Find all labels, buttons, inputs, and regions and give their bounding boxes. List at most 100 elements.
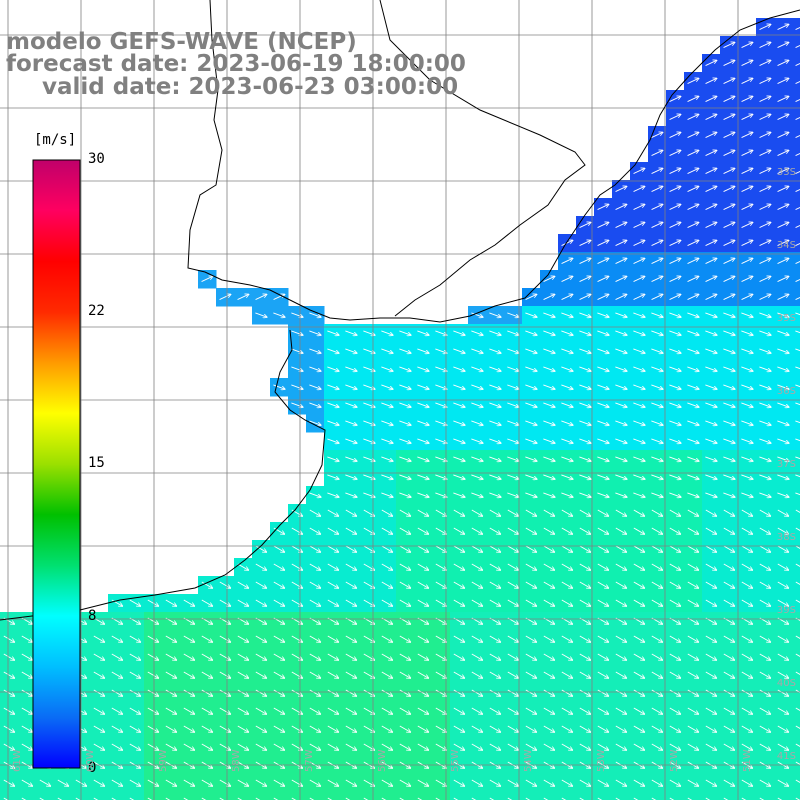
wind-cell (0, 792, 19, 800)
lat-label-39s: 39S (776, 605, 796, 616)
wind-cell (792, 612, 800, 631)
wind-cell (792, 414, 800, 433)
wind-cell (792, 540, 800, 559)
wind-cell (18, 792, 37, 800)
wind-cell (144, 792, 163, 800)
colorbar (32, 159, 81, 769)
lat-label-34s: 34S (776, 240, 796, 251)
colorbar-tick-15: 15 (88, 455, 105, 471)
wind-cell (702, 792, 721, 800)
wind-cell (126, 792, 145, 800)
wind-cell (792, 324, 800, 343)
wind-cell (306, 792, 325, 800)
wind-cell (792, 342, 800, 361)
wind-cell (792, 522, 800, 541)
wind-cell (234, 792, 253, 800)
wind-cell (450, 792, 469, 800)
lon-label-54w: 54W (523, 749, 534, 772)
wind-cell (792, 648, 800, 667)
wind-cell (792, 306, 800, 325)
wind-cell (792, 702, 800, 721)
wind-cell (792, 54, 800, 73)
wind-cell (792, 504, 800, 523)
wind-cell (648, 792, 667, 800)
wind-speed-field (0, 18, 800, 800)
wind-cell (792, 144, 800, 163)
colorbar-unit: [m/s] (34, 132, 77, 148)
lon-label-59w: 59W (158, 749, 169, 772)
wind-cell (342, 792, 361, 800)
lon-label-56w: 56W (377, 749, 388, 772)
wind-cell (630, 792, 649, 800)
wind-cell (792, 684, 800, 703)
wind-cell (684, 792, 703, 800)
wind-cell (792, 558, 800, 577)
wind-cell (792, 396, 800, 415)
wind-cell (792, 360, 800, 379)
title-valid-date: valid date: 2023-06-23 03:00:00 (42, 74, 459, 100)
lat-label-38s: 38S (776, 532, 796, 543)
lat-label-37s: 37S (776, 459, 796, 470)
wind-cell (792, 198, 800, 217)
colorbar-tick-30: 30 (88, 151, 105, 167)
lat-label-36s: 36S (776, 386, 796, 397)
wind-cell (414, 792, 433, 800)
wind-cell (792, 576, 800, 595)
lon-label-57w: 57W (304, 749, 315, 772)
title-forecast-date: forecast date: 2023-06-19 18:00:00 (6, 51, 466, 77)
wind-cell (360, 792, 379, 800)
wind-cell (756, 792, 775, 800)
wind-cell (792, 792, 800, 800)
wind-cell (270, 792, 289, 800)
coastline-uruguay (379, 0, 586, 317)
lat-label-41s: 41S (776, 751, 796, 762)
lon-label-60w: 60W (85, 749, 96, 772)
colorbar-tick-8: 8 (88, 608, 97, 624)
wind-cell (162, 792, 181, 800)
wind-cell (288, 792, 307, 800)
wind-cell (792, 18, 800, 37)
wind-cell (792, 774, 800, 793)
wind-cell (792, 90, 800, 109)
wind-cell (252, 792, 271, 800)
lon-label-61w: 61W (12, 749, 23, 772)
wind-cell (612, 792, 631, 800)
wind-cell (792, 630, 800, 649)
lon-label-52w: 52W (669, 749, 680, 772)
wind-cell (792, 468, 800, 487)
wind-cell (792, 108, 800, 127)
wind-cell (792, 126, 800, 145)
wind-cell (54, 792, 73, 800)
wind-cell (792, 486, 800, 505)
wind-cell (558, 792, 577, 800)
wind-cell (90, 792, 109, 800)
lon-label-58w: 58W (231, 749, 242, 772)
wind-cell (792, 288, 800, 307)
wind-cell (108, 792, 127, 800)
wind-cell (432, 792, 451, 800)
wind-cell (486, 792, 505, 800)
wind-cell (666, 792, 685, 800)
wind-cell (774, 792, 793, 800)
wind-cell (738, 792, 757, 800)
wind-cell (792, 720, 800, 739)
wind-cell (792, 450, 800, 469)
wind-cell (792, 216, 800, 235)
wind-cell (792, 180, 800, 199)
lat-label-35s: 35S (776, 313, 796, 324)
wind-cell (36, 792, 55, 800)
wind-cell (792, 666, 800, 685)
wind-cell (324, 792, 343, 800)
lon-label-51w: 51W (742, 749, 753, 772)
wind-cell (792, 252, 800, 271)
wind-cell (522, 792, 541, 800)
lat-label-33s: 33S (776, 167, 796, 178)
wind-cell (792, 162, 800, 181)
wind-cell (396, 792, 415, 800)
wind-cell (540, 792, 559, 800)
lat-label-40s: 40S (776, 678, 796, 689)
colorbar-tick-22: 22 (88, 303, 105, 319)
wind-cell (792, 432, 800, 451)
